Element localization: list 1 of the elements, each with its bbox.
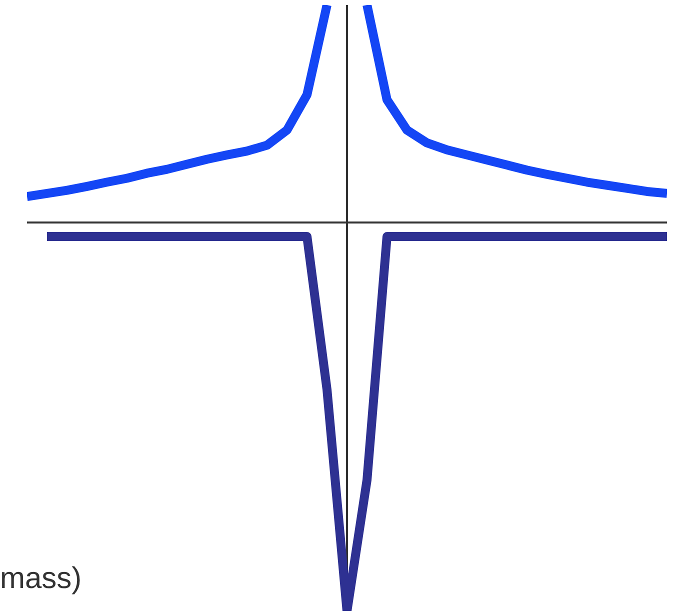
annotation: mass)	[0, 562, 82, 596]
